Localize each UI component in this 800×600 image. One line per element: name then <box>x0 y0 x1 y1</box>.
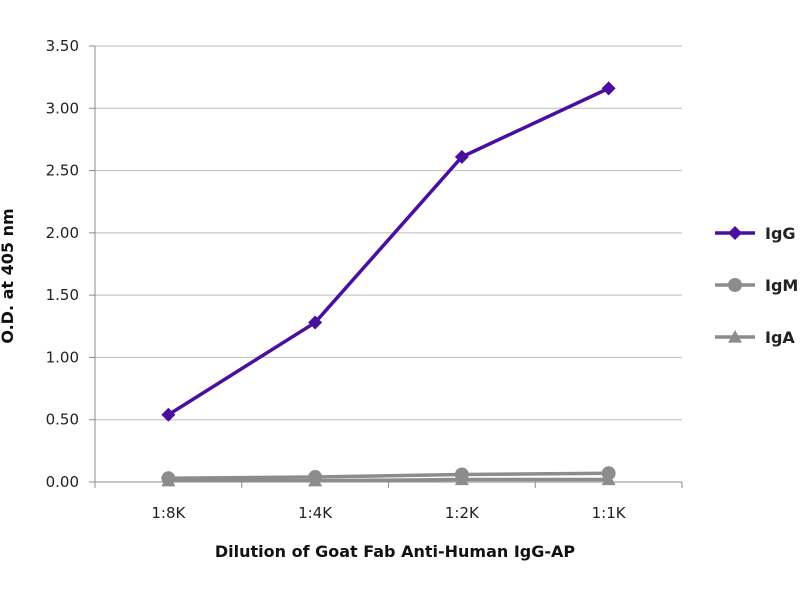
y-tick-label: 3.50 <box>46 37 79 55</box>
gridlines <box>95 45 682 421</box>
y-tick-label: 2.00 <box>46 224 79 242</box>
data-point-igm <box>601 466 616 481</box>
x-tick-labels: 1:8K 1:4K 1:2K 1:1K <box>151 504 626 522</box>
x-axis-title: Dilution of Goat Fab Anti-Human IgG-AP <box>215 542 576 561</box>
legend-item-iga: IgA <box>715 328 795 347</box>
axes <box>89 45 683 488</box>
y-axis-title: O.D. at 405 nm <box>0 208 17 343</box>
y-tick-label: 1.00 <box>46 348 79 366</box>
legend: IgG IgM IgA <box>715 224 798 347</box>
legend-label: IgA <box>765 328 795 347</box>
series-igg <box>161 81 616 422</box>
data-point-igg <box>161 407 176 422</box>
legend-swatch-marker <box>728 226 742 240</box>
y-tick-label: 1.50 <box>46 286 79 304</box>
legend-label: IgG <box>765 224 796 243</box>
data-point-igm <box>161 471 176 486</box>
series-igm <box>161 466 616 486</box>
series-line-iga <box>168 477 609 483</box>
data-point-igm <box>308 470 323 485</box>
legend-label: IgM <box>765 276 798 295</box>
series-line-igg <box>167 86 610 417</box>
x-tick-label: 1:8K <box>151 504 186 522</box>
data-point-igg <box>454 149 469 164</box>
legend-item-igg: IgG <box>715 224 796 243</box>
y-tick-label: 2.50 <box>46 162 79 180</box>
legend-item-igm: IgM <box>715 276 798 295</box>
x-tick-label: 1:4K <box>298 504 333 522</box>
x-tick-label: 1:2K <box>445 504 480 522</box>
y-tick-label: 0.50 <box>46 411 79 429</box>
data-point-igg <box>601 81 616 96</box>
data-point-igg <box>308 315 323 330</box>
x-tick-label: 1:1K <box>592 504 627 522</box>
y-tick-label: 3.00 <box>46 99 79 117</box>
y-tick-labels: 0.00 0.50 1.00 1.50 2.00 2.50 3.00 3.50 <box>46 37 79 491</box>
legend-swatch-marker <box>728 330 742 343</box>
series <box>161 81 616 487</box>
series-line-igm <box>168 471 609 481</box>
data-point-igm <box>454 467 469 482</box>
legend-swatch-marker <box>728 278 742 292</box>
y-tick-label: 0.00 <box>46 473 79 491</box>
